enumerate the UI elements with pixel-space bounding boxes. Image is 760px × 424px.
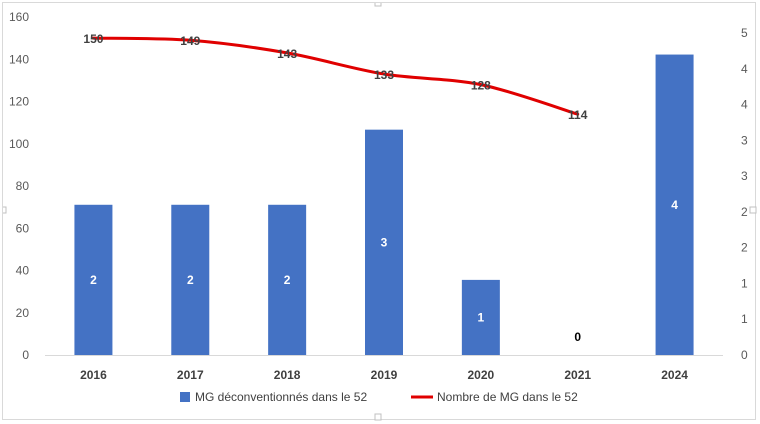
x-tick-label: 2021 — [564, 368, 591, 382]
left-tick-label: 20 — [16, 306, 30, 320]
bar — [655, 54, 694, 356]
right-axis: 0 1 1 2 2 3 3 4 4 5 — [741, 26, 748, 362]
x-tick-label: 2016 — [80, 368, 107, 382]
bar-series: 2 2 2 3 1 0 4 — [74, 54, 694, 356]
left-tick-label: 160 — [9, 10, 29, 24]
resize-handle[interactable] — [374, 3, 382, 7]
bar-data-label: 2 — [284, 273, 291, 287]
left-tick-label: 120 — [9, 95, 29, 109]
right-tick-label: 4 — [741, 62, 748, 76]
right-tick-label: 1 — [741, 312, 748, 326]
x-tick-label: 2024 — [661, 368, 688, 382]
bar-data-label: 3 — [381, 235, 388, 249]
legend-bar-swatch — [180, 392, 190, 402]
x-tick-label: 2018 — [274, 368, 301, 382]
x-axis: 2016 2017 2018 2019 2020 2021 2024 — [45, 355, 723, 382]
right-tick-label: 5 — [741, 26, 748, 40]
x-tick-label: 2020 — [468, 368, 495, 382]
x-tick-label: 2017 — [177, 368, 204, 382]
right-tick-label: 2 — [741, 241, 748, 255]
bar — [74, 204, 113, 355]
line-path — [91, 36, 580, 116]
left-tick-label: 0 — [22, 348, 29, 362]
line-data-label: 128 — [471, 79, 491, 93]
right-tick-label: 3 — [741, 169, 748, 183]
right-tick-label: 0 — [741, 348, 748, 362]
selection-handles — [3, 3, 757, 421]
line-series: 150 149 143 133 128 114 — [83, 32, 587, 122]
bar — [461, 279, 500, 355]
right-tick-label: 4 — [741, 98, 748, 112]
left-tick-label: 60 — [16, 221, 30, 235]
right-tick-label: 2 — [741, 205, 748, 219]
resize-handle[interactable] — [374, 413, 382, 421]
bar-data-label: 2 — [90, 273, 97, 287]
resize-handle[interactable] — [3, 206, 7, 214]
bar — [171, 204, 210, 355]
line-data-label: 143 — [277, 47, 297, 61]
left-tick-label: 40 — [16, 264, 30, 278]
left-tick-label: 80 — [16, 179, 30, 193]
left-tick-label: 140 — [9, 52, 29, 66]
bar-data-label: 2 — [187, 273, 194, 287]
bar-data-label: 4 — [671, 198, 678, 212]
right-tick-label: 3 — [741, 133, 748, 147]
bar-data-label: 1 — [478, 310, 485, 324]
bar — [365, 129, 403, 355]
line-data-label: 133 — [374, 68, 394, 82]
right-tick-label: 1 — [741, 276, 748, 290]
line-data-label: 114 — [568, 108, 588, 122]
left-axis: 0 20 40 60 80 100 120 140 160 — [9, 10, 29, 362]
bar — [268, 204, 307, 355]
line-data-label: 149 — [180, 34, 200, 48]
bar-data-label: 0 — [574, 330, 581, 344]
left-tick-label: 100 — [9, 137, 29, 151]
legend-bar-label: MG déconventionnés dans le 52 — [195, 390, 367, 404]
resize-handle[interactable] — [749, 206, 757, 214]
legend-line-label: Nombre de MG dans le 52 — [437, 390, 578, 404]
line-data-label: 150 — [83, 32, 103, 46]
x-tick-label: 2019 — [371, 368, 398, 382]
combo-chart: 0 20 40 60 80 100 120 140 160 0 1 1 2 2 3 3 4 4 5 2 2 2 3 1 0 4… — [3, 3, 757, 421]
legend: MG déconventionnés dans le 52 Nombre de M… — [180, 390, 578, 404]
